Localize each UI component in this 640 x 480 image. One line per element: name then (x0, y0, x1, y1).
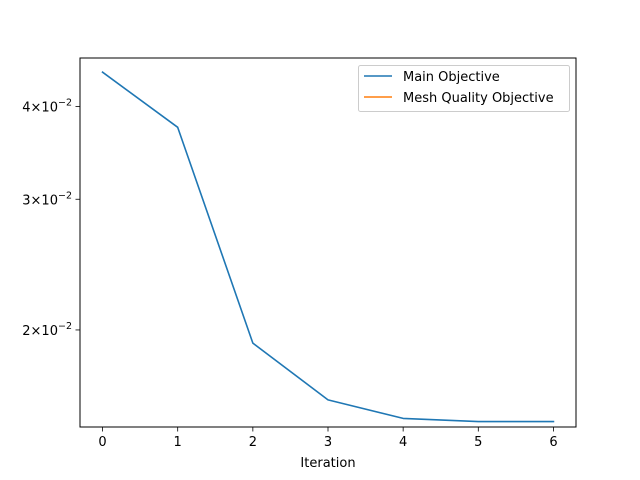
x-tick-label: 2 (249, 435, 257, 450)
legend-label-main-objective: Main Objective (403, 70, 500, 85)
y-tick-label: 2×10−2 (22, 321, 72, 339)
y-tick-label: 3×10−2 (22, 190, 72, 208)
legend-label-mesh-quality-objective: Mesh Quality Objective (403, 91, 554, 106)
y-tick-mantissa: 3×10 (22, 193, 58, 208)
y-tick-exponent: −2 (58, 321, 72, 332)
x-tick-label: 4 (399, 435, 407, 450)
y-tick-exponent: −2 (58, 98, 72, 109)
x-axis-label: Iteration (300, 456, 355, 471)
x-tick-label: 6 (549, 435, 557, 450)
series-layer (101, 71, 555, 423)
series-line-main-objective (101, 71, 555, 423)
x-tick-label: 3 (324, 435, 332, 450)
y-tick-mantissa: 2×10 (22, 324, 58, 339)
y-tick-label: 4×10−2 (22, 98, 72, 116)
x-axis: 0 1 2 3 4 5 6 (98, 427, 558, 450)
legend: Main Objective Mesh Quality Objective (358, 65, 570, 112)
legend-box (358, 65, 570, 112)
y-tick-exponent: −2 (58, 190, 72, 201)
x-tick-label: 1 (174, 435, 182, 450)
y-axis: 2×10−23×10−24×10−2 (22, 98, 80, 339)
x-tick-label: 5 (474, 435, 482, 450)
x-tick-label: 0 (98, 435, 106, 450)
y-tick-mantissa: 4×10 (22, 101, 58, 116)
